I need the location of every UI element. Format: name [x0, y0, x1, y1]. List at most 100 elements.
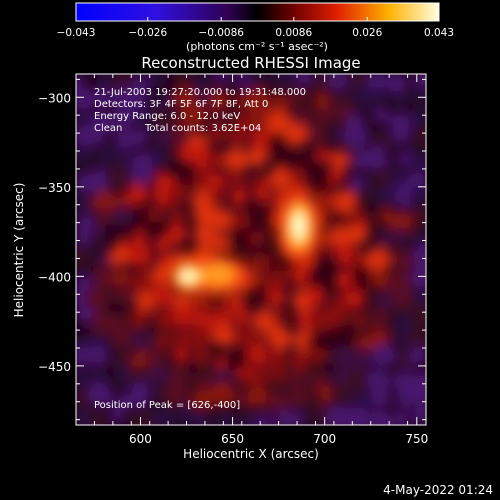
texture-blob	[305, 285, 327, 307]
texture-blob	[365, 246, 391, 272]
texture-blob	[315, 249, 332, 266]
texture-blob	[249, 230, 266, 247]
heatmap-layer	[76, 74, 426, 425]
texture-blob	[314, 190, 337, 213]
texture-blob	[266, 132, 290, 156]
texture-blob	[208, 187, 227, 206]
texture-blob	[253, 413, 273, 425]
texture-blob	[305, 124, 328, 146]
texture-blob	[271, 309, 288, 326]
y-tick-label: −450	[38, 360, 71, 374]
texture-blob	[373, 185, 396, 207]
texture-blob	[87, 345, 110, 368]
texture-blob	[113, 128, 136, 151]
texture-blob	[266, 111, 293, 137]
texture-blob	[369, 306, 390, 328]
image-area	[76, 74, 426, 425]
texture-blob	[153, 90, 177, 114]
texture-blob	[285, 123, 309, 147]
annotation-detectors: Detectors: 3F 4F 5F 6F 7F 8F, Att 0	[94, 99, 268, 110]
texture-blob	[410, 285, 426, 308]
texture-blob	[94, 207, 113, 226]
colorbar-tick-label: −0.026	[128, 27, 167, 39]
texture-blob	[172, 328, 193, 349]
texture-blob	[130, 330, 153, 353]
sources	[173, 190, 321, 297]
texture-blob	[212, 234, 230, 252]
texture-blob	[252, 308, 278, 333]
x-axis-label: Heliocentric X (arcsec)	[183, 447, 319, 461]
texture-blob	[76, 273, 93, 293]
texture-blob	[351, 82, 376, 108]
texture-blob	[371, 106, 390, 124]
source-core-layer	[174, 202, 312, 289]
texture-blob	[290, 86, 310, 106]
texture-blob	[207, 172, 227, 192]
texture-blob	[208, 89, 231, 112]
texture-blob	[285, 369, 307, 391]
annotation-energy: Energy Range: 6.0 - 12.0 keV	[94, 111, 240, 122]
texture-blob	[252, 253, 271, 272]
y-tick-label: −300	[38, 91, 71, 105]
texture-blob	[316, 384, 335, 404]
texture-blob	[105, 164, 131, 191]
texture-blob	[387, 168, 407, 188]
texture-blob	[272, 151, 291, 170]
texture-blob	[271, 92, 292, 113]
texture-blob	[368, 409, 394, 425]
texture-blob	[408, 151, 426, 176]
texture-blob	[127, 382, 152, 408]
texture-blob	[413, 125, 426, 147]
texture-blob	[213, 74, 231, 85]
texture-blob	[408, 107, 426, 129]
annotation-time-range: 21-Jul-2003 19:27:20.000 to 19:31:48.000	[94, 87, 306, 98]
texture-blob	[109, 245, 132, 267]
colorbar: −0.043 −0.026 −0.0086 0.0086 0.026 0.043 (pho…	[57, 2, 454, 53]
texture-blob	[173, 74, 195, 86]
texture-blob	[212, 324, 236, 348]
texture-blob	[191, 388, 213, 411]
texture-blob	[193, 207, 213, 227]
texture-blob	[271, 74, 292, 89]
texture-blob	[231, 325, 256, 349]
colorbar-tick-label: 0.026	[352, 27, 382, 39]
texture-blob	[224, 147, 249, 172]
y-tick-label: −350	[38, 181, 71, 195]
texture-blob	[97, 147, 115, 165]
texture-blob	[307, 271, 326, 290]
texture-blob	[267, 288, 287, 308]
texture-blob	[333, 189, 358, 214]
texture-blob	[211, 108, 229, 127]
texture-blob	[331, 345, 356, 370]
texture-blob	[89, 412, 106, 425]
source-halo	[200, 262, 237, 287]
texture-blob	[389, 271, 414, 297]
texture-blob	[184, 103, 209, 128]
x-tick-label: 600	[129, 432, 152, 446]
texture-blob	[129, 307, 150, 329]
texture-blob	[392, 370, 416, 394]
texture-blob	[344, 406, 370, 425]
texture-blob	[187, 408, 211, 425]
texture-blob	[330, 384, 354, 408]
texture-blob	[84, 286, 110, 312]
texture-blob	[289, 411, 306, 425]
texture-blob	[274, 409, 295, 425]
texture-blob	[377, 229, 394, 247]
texture-blob	[246, 384, 271, 409]
texture-blob	[288, 166, 309, 186]
x-tick-label: 750	[405, 432, 428, 446]
texture-blob	[130, 164, 153, 187]
texture-blob	[345, 288, 367, 310]
texture-blob	[76, 190, 97, 212]
texture-blob	[328, 167, 346, 184]
colorbar-unit-label: (photons cm⁻² s⁻¹ asec⁻²)	[186, 40, 328, 53]
texture-blob	[348, 224, 369, 245]
texture-blob	[76, 304, 95, 325]
texture-blob	[226, 166, 247, 188]
texture-blob	[227, 227, 254, 253]
texture-blob	[267, 326, 293, 351]
texture-blob	[132, 229, 149, 246]
texture-blob	[269, 166, 293, 191]
texture-blob	[314, 147, 331, 165]
